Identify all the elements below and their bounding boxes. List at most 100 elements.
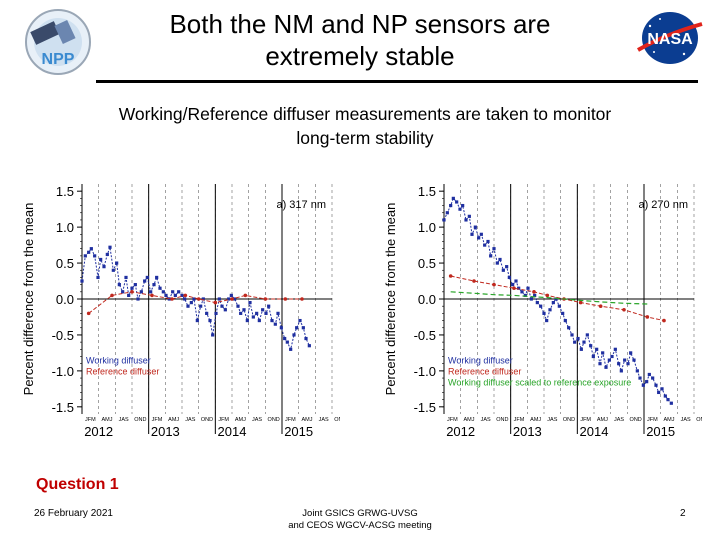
footer-meeting-line-2: and CEOS WGCV-ACSG meeting xyxy=(288,520,432,531)
data-point-working xyxy=(164,293,168,298)
season-tick-label: OND xyxy=(201,417,213,423)
data-point-working xyxy=(264,311,268,315)
data-point-working xyxy=(551,300,555,305)
data-point-working xyxy=(99,257,103,262)
data-point-working xyxy=(535,300,539,305)
y-tick-label: -1.5 xyxy=(52,400,74,415)
data-point-working xyxy=(186,304,190,308)
data-point-working xyxy=(486,239,490,244)
season-tick-label: JFM xyxy=(85,417,96,423)
data-point-working xyxy=(635,369,639,373)
data-point-reference xyxy=(150,293,154,298)
y-tick-label: 1.5 xyxy=(56,184,74,199)
data-point-working xyxy=(133,283,137,287)
season-tick-label: JAS xyxy=(614,417,624,423)
season-tick-label: AMJ xyxy=(168,417,179,423)
data-point-working xyxy=(451,196,455,200)
data-point-working xyxy=(273,322,277,326)
npp-logo: NPP xyxy=(25,9,91,75)
legend-entry: Working diffuser scaled to reference exp… xyxy=(448,378,631,388)
data-point-working xyxy=(533,293,537,298)
data-point-working xyxy=(498,257,502,262)
data-point-working xyxy=(115,261,119,265)
y-tick-label: 0.5 xyxy=(56,256,74,271)
data-point-working xyxy=(89,247,93,251)
footer-meeting-line-1: Joint GSICS GRWG-UVSG xyxy=(302,508,418,519)
season-tick-label: JAS xyxy=(681,417,691,423)
y-tick-label: -0.5 xyxy=(52,328,74,343)
data-point-reference xyxy=(196,297,201,301)
data-point-working xyxy=(539,304,543,308)
data-point-working xyxy=(526,286,530,290)
data-point-working xyxy=(501,268,505,272)
data-point-working xyxy=(208,318,212,323)
data-point-reference xyxy=(300,297,304,301)
y-tick-label: -1.5 xyxy=(414,400,436,415)
data-point-reference xyxy=(532,290,536,294)
data-point-working xyxy=(477,236,481,240)
season-tick-label: JFM xyxy=(580,417,591,423)
data-point-working xyxy=(229,293,233,298)
season-tick-label: JAS xyxy=(547,417,557,423)
data-point-working xyxy=(479,232,483,236)
data-point-working xyxy=(180,293,184,298)
season-tick-label: OND xyxy=(563,417,575,423)
data-point-working xyxy=(217,297,221,301)
y-axis-label: Percent difference from the mean xyxy=(21,203,36,396)
data-point-reference xyxy=(86,311,91,316)
data-point-working xyxy=(548,308,552,312)
data-point-working xyxy=(467,214,471,218)
year-label: 2015 xyxy=(284,424,313,439)
season-tick-label: OND xyxy=(496,417,508,423)
page-number: 2 xyxy=(680,508,686,519)
data-point-working xyxy=(220,304,224,308)
year-label: 2012 xyxy=(446,424,475,439)
data-point-working xyxy=(483,243,487,247)
data-point-working xyxy=(458,207,462,211)
data-point-working xyxy=(173,293,177,298)
chart-317nm: 1.5 1.0 0.5 0.0 -0.5 -1.0 -1.5 Percent differen… xyxy=(21,184,340,439)
nasa-logo: NASA xyxy=(637,12,703,64)
y-tick-label: -1.0 xyxy=(414,364,436,379)
data-point-working xyxy=(604,365,608,369)
season-tick-label: JAS xyxy=(119,417,129,423)
data-point-working xyxy=(143,279,147,283)
question-label: Question 1 xyxy=(36,476,119,493)
legend-entry: Reference diffuser xyxy=(86,367,159,377)
data-point-working xyxy=(233,297,237,301)
season-tick-label: OND xyxy=(696,417,702,423)
data-point-working xyxy=(567,326,571,330)
data-point-working xyxy=(595,347,599,351)
season-tick-label: AMJ xyxy=(235,417,246,423)
data-point-working xyxy=(641,383,645,387)
season-tick-label: JAS xyxy=(252,417,262,423)
data-point-working xyxy=(576,336,580,341)
data-point-working xyxy=(83,254,87,258)
y-tick-label: 0.0 xyxy=(56,292,74,307)
data-point-working xyxy=(666,398,670,402)
slide-subtitle: Working/Reference diffuser measurements … xyxy=(60,102,670,150)
data-point-working xyxy=(445,211,449,215)
y-axis-label: Percent difference from the mean xyxy=(383,203,398,396)
data-point-reference xyxy=(578,300,583,305)
data-point-working xyxy=(127,293,131,298)
data-point-working xyxy=(663,394,667,398)
y-tick-label: 0.5 xyxy=(418,256,436,271)
subtitle-line-2: long-term stability xyxy=(296,128,434,148)
year-label: 2013 xyxy=(151,424,180,439)
data-point-working xyxy=(492,247,496,251)
data-point-working xyxy=(557,304,561,308)
data-point-working xyxy=(155,275,159,280)
data-point-working xyxy=(610,354,614,359)
series-line-scaled xyxy=(450,291,648,305)
season-tick-label: JAS xyxy=(319,417,329,423)
season-tick-label: AMJ xyxy=(664,417,675,423)
subtitle-line-1: Working/Reference diffuser measurements … xyxy=(118,104,612,124)
data-point-working xyxy=(248,300,252,305)
data-point-working xyxy=(461,203,465,208)
year-label: 2012 xyxy=(84,424,113,439)
data-point-working xyxy=(626,362,630,366)
data-point-reference xyxy=(662,318,666,323)
data-point-working xyxy=(267,304,271,308)
season-tick-label: JFM xyxy=(647,417,658,423)
